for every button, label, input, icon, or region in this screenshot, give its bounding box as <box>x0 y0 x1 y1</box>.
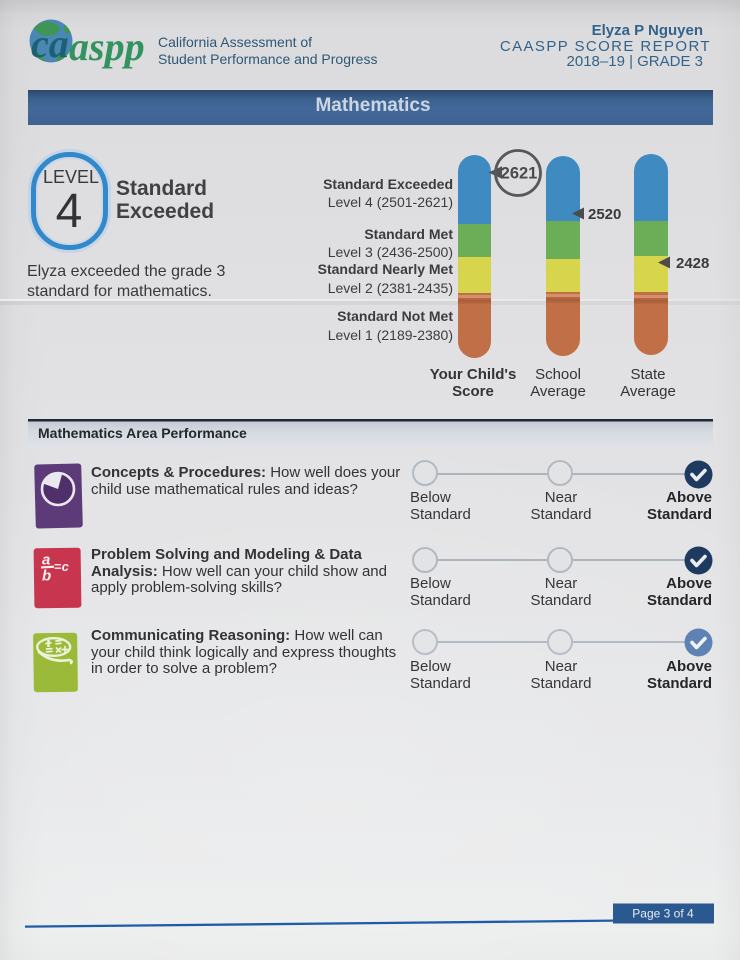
svg-text:aspp: aspp <box>69 24 145 69</box>
svg-text:a: a <box>42 552 50 569</box>
svg-text:2621: 2621 <box>501 165 538 183</box>
svg-text:b: b <box>42 568 51 585</box>
svg-text:=c: =c <box>54 559 70 574</box>
svg-text:ca: ca <box>31 21 69 66</box>
svg-text:Page 3 of 4: Page 3 of 4 <box>632 907 694 921</box>
